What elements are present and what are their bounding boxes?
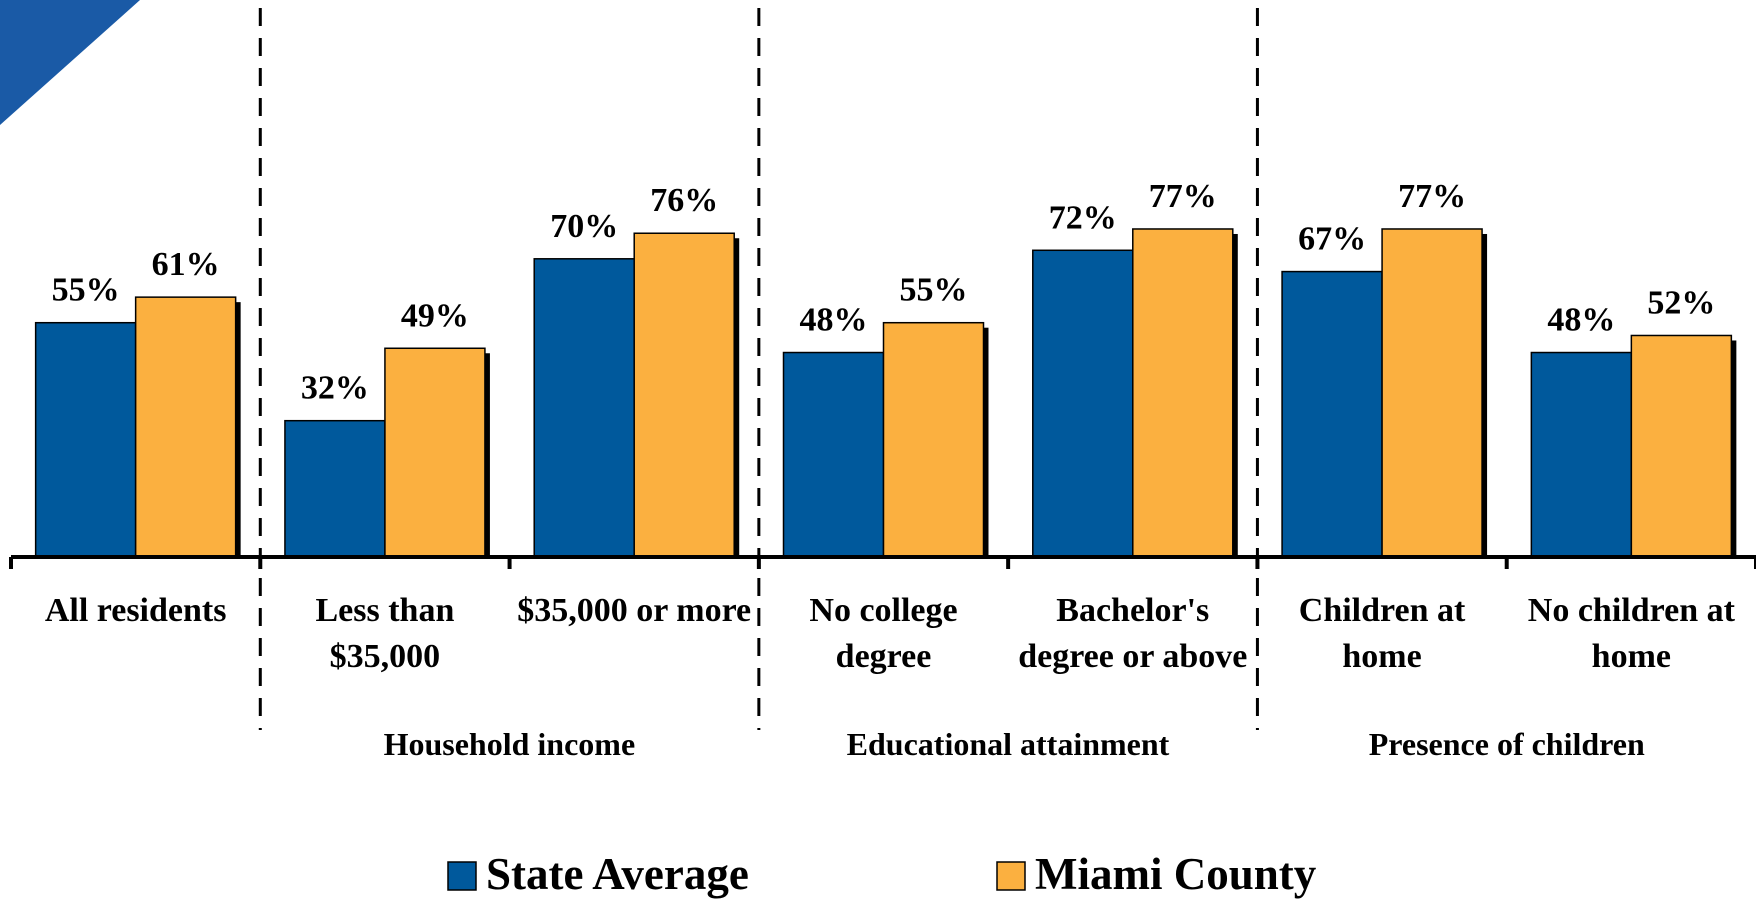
value-label: 77% (1398, 178, 1466, 215)
bar (384, 347, 486, 558)
value-label: 55% (52, 272, 120, 309)
bar (882, 321, 985, 558)
bar (1132, 228, 1234, 558)
bar (34, 321, 137, 558)
value-label: 48% (800, 302, 868, 339)
bar (284, 419, 386, 558)
legend-swatch (996, 861, 1026, 891)
value-label: 67% (1298, 221, 1366, 258)
value-label: 77% (1149, 178, 1217, 215)
value-label: 72% (1049, 199, 1117, 236)
bar (1630, 334, 1733, 558)
value-label: 61% (152, 246, 220, 283)
bar (633, 232, 735, 558)
bar (1032, 249, 1134, 558)
bar (1381, 228, 1483, 558)
bar (1530, 351, 1633, 558)
x-tick-label: Bachelor's degree or above (1018, 592, 1248, 675)
value-label: 70% (550, 208, 618, 245)
bar (1281, 270, 1383, 558)
corner-decoration (0, 0, 140, 125)
value-label: 49% (401, 297, 469, 334)
legend-label: Miami County (1035, 849, 1317, 899)
value-label: 52% (1647, 284, 1715, 321)
bar (782, 351, 885, 558)
x-tick-label: Less than $35,000 (315, 592, 455, 675)
value-label: 55% (900, 272, 968, 309)
group-label: Educational attainment (846, 726, 1170, 762)
legend-label: State Average (486, 849, 749, 899)
group-label: Household income (383, 726, 636, 762)
x-tick-label: All residents (44, 592, 227, 629)
value-label: 76% (650, 182, 718, 219)
x-tick-label: Children at home (1298, 592, 1466, 675)
bar (533, 258, 635, 558)
value-label: 32% (301, 370, 369, 407)
x-tick-label: No college degree (809, 592, 958, 675)
legend-swatch (447, 861, 477, 891)
group-label: Presence of children (1368, 726, 1645, 762)
x-tick-label: No children at home (1527, 592, 1735, 675)
value-label: 48% (1547, 302, 1615, 339)
bar (134, 296, 237, 558)
x-tick-label: $35,000 or more (517, 592, 752, 629)
